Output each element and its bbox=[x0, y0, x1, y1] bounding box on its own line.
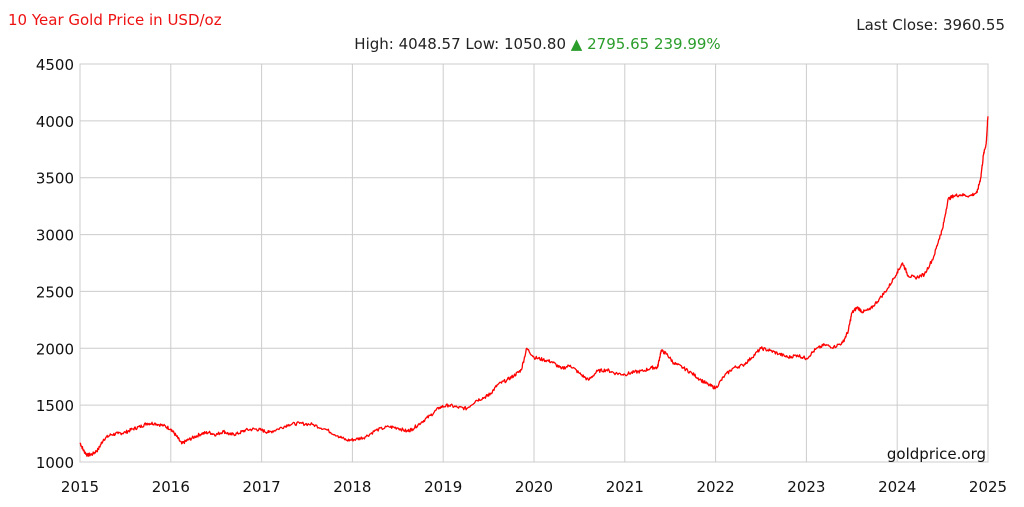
gold-price-line bbox=[79, 116, 989, 457]
change-absolute: 2795.65 bbox=[587, 35, 650, 53]
x-tick-label: 2022 bbox=[697, 478, 735, 496]
high-label: High: bbox=[354, 35, 394, 53]
x-tick-label: 2018 bbox=[333, 478, 371, 496]
watermark: goldprice.org bbox=[887, 445, 986, 463]
last-close-label: Last Close: bbox=[856, 16, 939, 34]
x-axis-ticks: 2015 2016 2017 2018 2019 2020 2021 2022 2023 2024… bbox=[61, 478, 1007, 496]
gridlines bbox=[79, 63, 989, 463]
x-tick-label: 2015 bbox=[61, 478, 99, 496]
y-tick-label: 2000 bbox=[36, 340, 74, 358]
y-tick-label: 4000 bbox=[36, 113, 74, 131]
y-tick-label: 1000 bbox=[36, 454, 74, 472]
y-tick-label: 2500 bbox=[36, 283, 74, 301]
x-tick-label: 2016 bbox=[152, 478, 190, 496]
y-tick-label: 4500 bbox=[36, 56, 74, 74]
y-tick-label: 3500 bbox=[36, 170, 74, 188]
last-close: Last Close: 3960.55 bbox=[856, 16, 1005, 34]
x-tick-label: 2024 bbox=[878, 478, 916, 496]
chart-title: 10 Year Gold Price in USD/oz bbox=[8, 11, 222, 29]
change-percent: 239.99% bbox=[653, 35, 721, 53]
x-tick-label: 2023 bbox=[787, 478, 825, 496]
low-label: Low: bbox=[465, 35, 500, 53]
x-tick-label: 2021 bbox=[606, 478, 644, 496]
x-tick-label: 2017 bbox=[243, 478, 281, 496]
y-axis-ticks: 1000 1500 2000 2500 3000 3500 4000 4500 bbox=[36, 56, 74, 472]
price-summary: High: 4048.57 Low: 1050.80 ▲ 2795.65 239… bbox=[0, 35, 1024, 53]
change-up-icon: ▲ bbox=[570, 35, 583, 53]
x-tick-label: 2025 bbox=[969, 478, 1007, 496]
series-group bbox=[79, 116, 989, 457]
x-tick-label: 2020 bbox=[515, 478, 553, 496]
y-tick-label: 3000 bbox=[36, 227, 74, 245]
high-value: 4048.57 bbox=[398, 35, 461, 53]
last-close-value: 3960.55 bbox=[942, 16, 1005, 34]
low-value: 1050.80 bbox=[503, 35, 567, 53]
y-tick-label: 1500 bbox=[36, 397, 74, 415]
x-tick-label: 2019 bbox=[424, 478, 462, 496]
